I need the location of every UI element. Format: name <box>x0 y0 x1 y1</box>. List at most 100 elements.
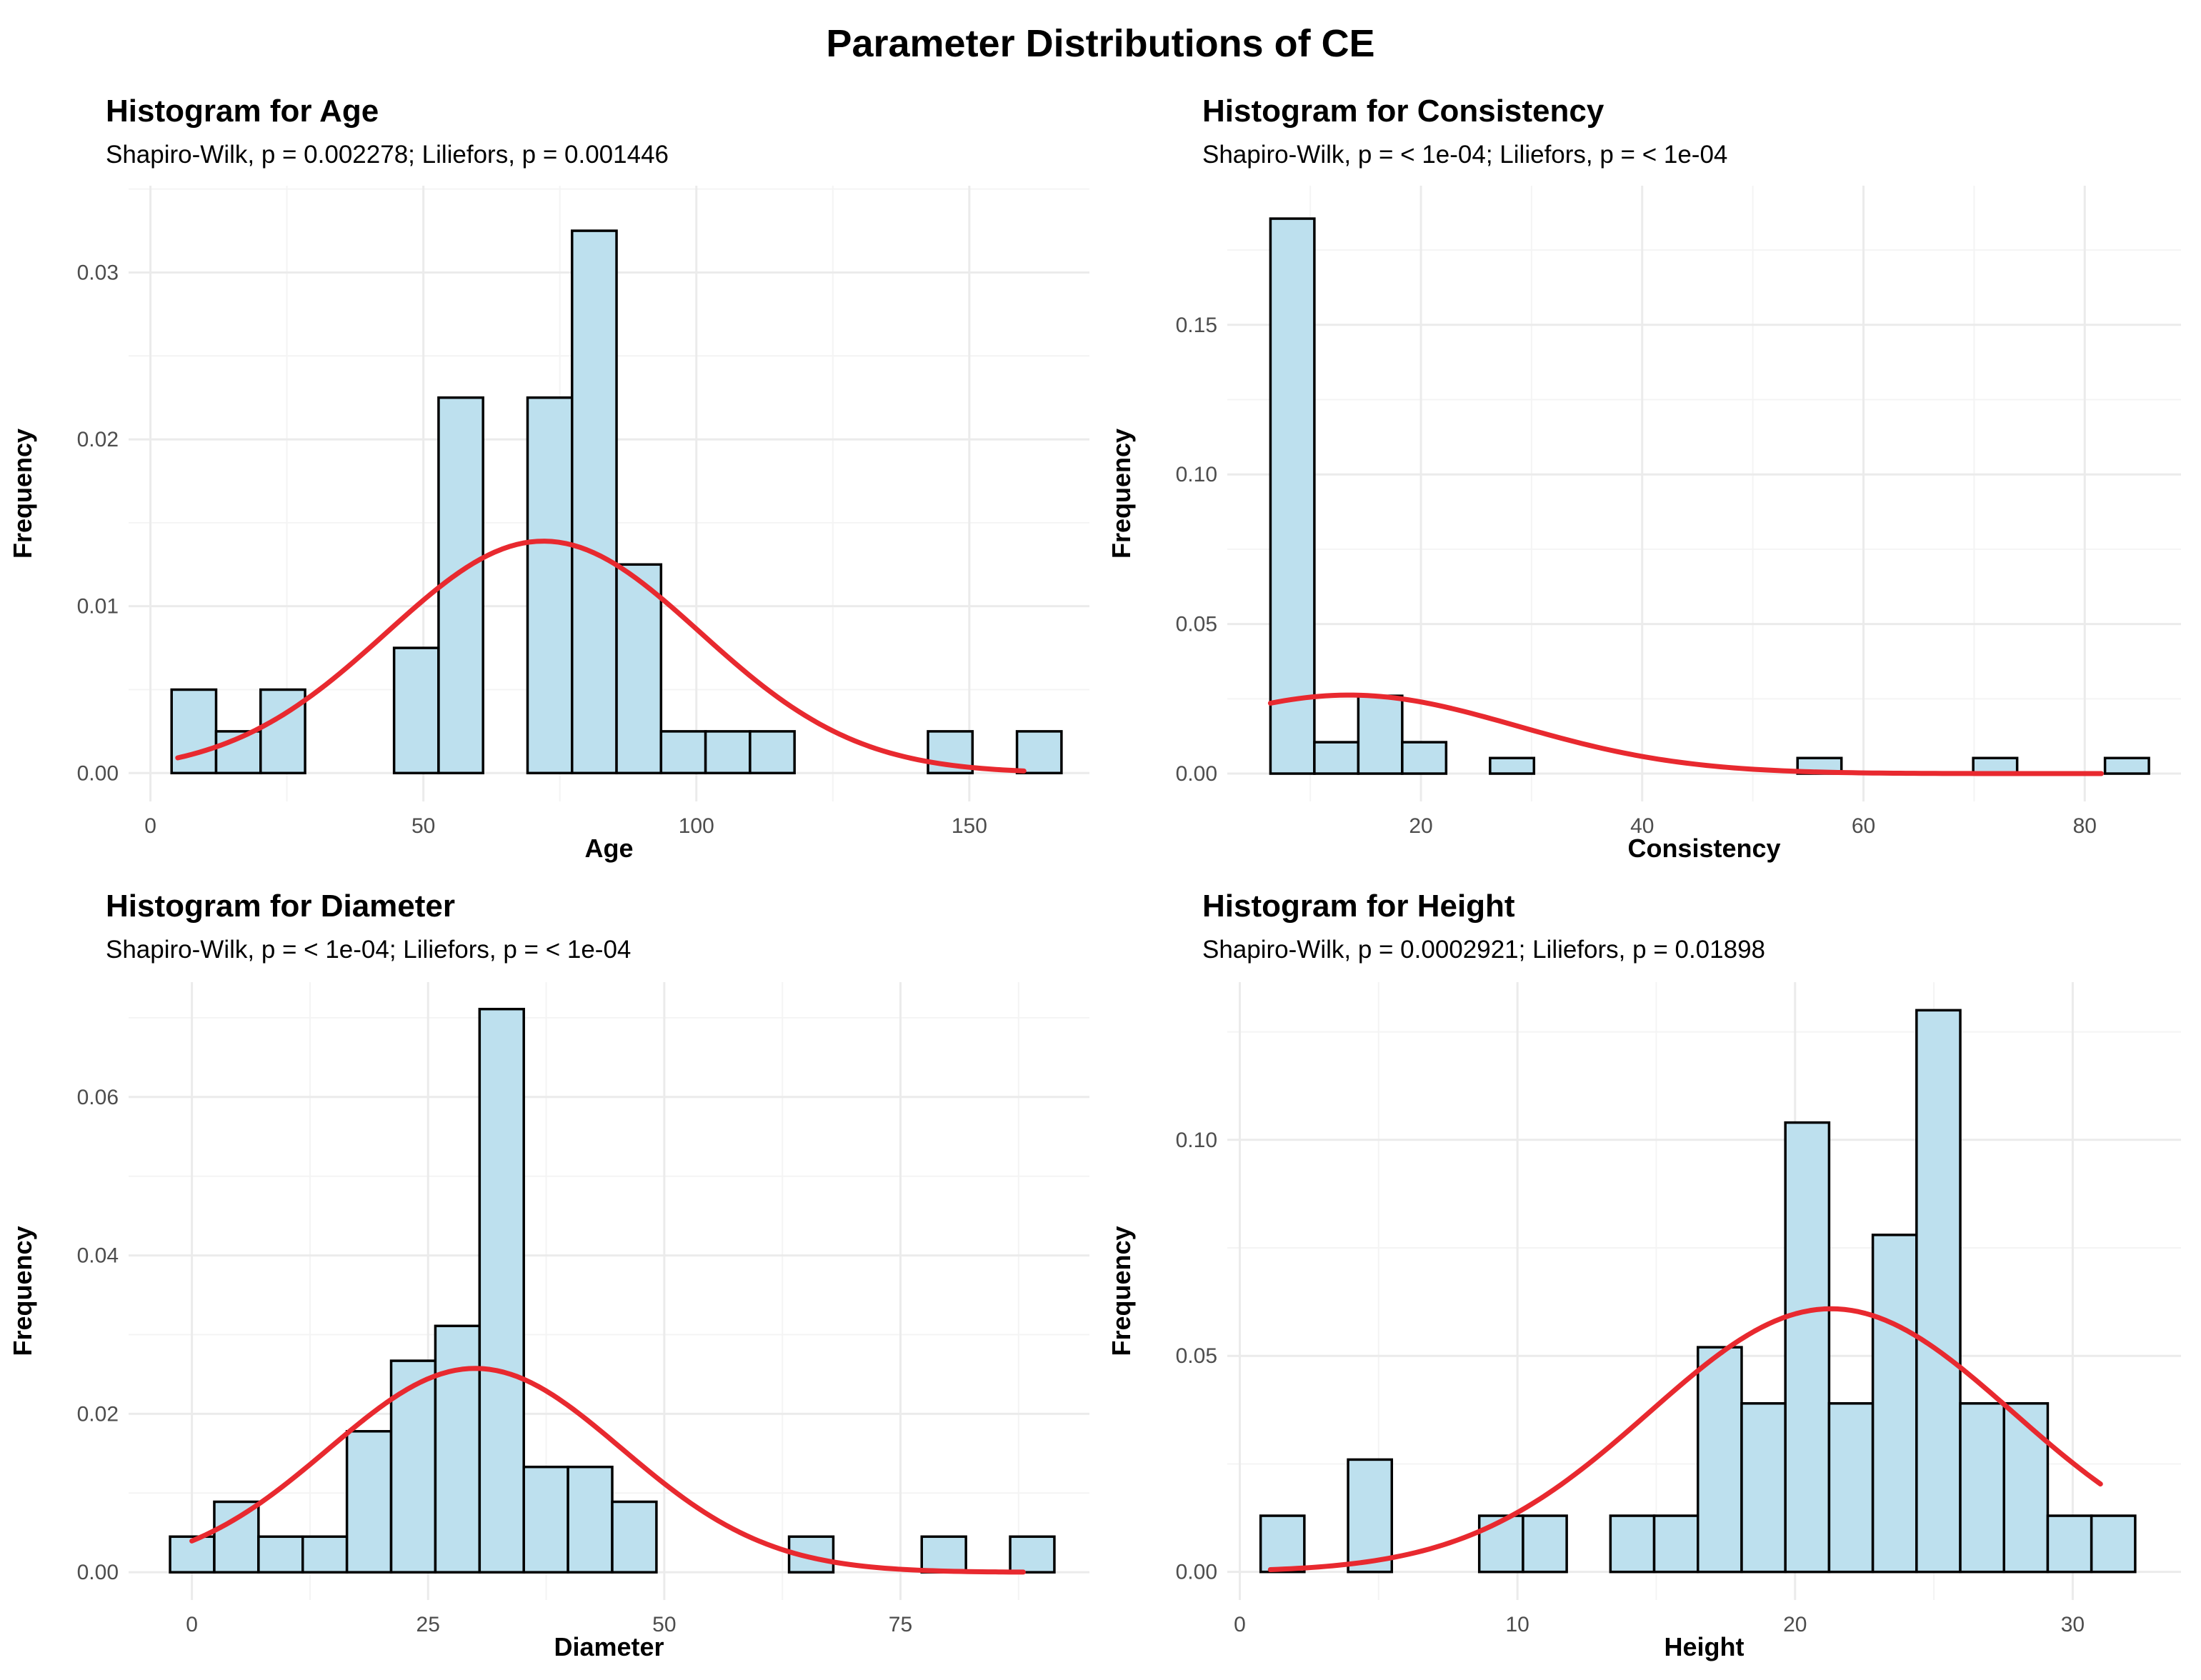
chart-4-y-axis-label: Frequency <box>1107 1226 1136 1356</box>
chart-3-bars <box>169 1007 1056 1574</box>
chart-1-x-tick-label: 100 <box>679 814 714 838</box>
chart-2-title: Histogram for Consistency <box>1202 94 1604 129</box>
chart-4-x-axis-label: Height <box>1665 1632 1745 1661</box>
chart-3-y-axis-label: Frequency <box>8 1226 37 1356</box>
chart-3-x-tick-label: 50 <box>652 1613 676 1636</box>
chart-3-bar <box>345 1430 393 1574</box>
chart-1-bar <box>704 730 752 775</box>
chart-4-bar <box>1740 1402 1787 1574</box>
chart-2-panel: Histogram for Consistency Shapiro-Wilk, p… <box>1107 94 2181 863</box>
chart-2-bar <box>1489 756 1536 775</box>
chart-1-bars <box>170 229 1063 775</box>
chart-2-bar <box>2103 756 2150 775</box>
chart-4-bar <box>1347 1458 1394 1574</box>
chart-1-y-tick-label: 0.01 <box>77 595 119 619</box>
chart-4-normal-curve <box>1267 1306 2103 1573</box>
chart-3-y-tick-label: 0.02 <box>77 1402 119 1426</box>
chart-1-y-tick-label: 0.02 <box>77 428 119 451</box>
chart-3-panel: Histogram for Diameter Shapiro-Wilk, p = … <box>8 889 1089 1661</box>
chart-4-bar <box>2046 1514 2093 1574</box>
chart-4-x-tick-label: 20 <box>1783 1613 1807 1636</box>
chart-1-panel: Histogram for Age Shapiro-Wilk, p = 0.002… <box>8 94 1089 863</box>
chart-1-bar <box>615 563 663 775</box>
chart-1-bar <box>437 396 484 775</box>
chart-3-x-tick-label: 25 <box>416 1613 440 1636</box>
chart-3-y-tick-label: 0.00 <box>77 1561 119 1584</box>
chart-4-y-tick-label: 0.05 <box>1176 1344 1217 1368</box>
chart-3-bar <box>478 1007 525 1574</box>
chart-4-x-tick-label: 0 <box>1234 1613 1246 1636</box>
chart-4-bar <box>1827 1402 1875 1574</box>
chart-1-y-tick-label: 0.00 <box>77 761 119 785</box>
chart-4-bars <box>1259 1009 2137 1574</box>
chart-2-y-tick-label: 0.00 <box>1176 762 1217 786</box>
chart-4-bar <box>1477 1514 1524 1574</box>
chart-4-bar <box>1784 1121 1831 1574</box>
chart-4-bar <box>1959 1402 2005 1574</box>
chart-2-x-tick-label: 40 <box>1630 814 1654 838</box>
chart-3-y-tick-label: 0.04 <box>77 1244 119 1268</box>
chart-1-y-tick-label: 0.03 <box>77 261 119 284</box>
chart-4-bar <box>1522 1514 1568 1574</box>
chart-3-bar <box>920 1535 967 1574</box>
chart-4-y-tick-label: 0.00 <box>1176 1561 1217 1584</box>
chart-3-title: Histogram for Diameter <box>106 889 455 924</box>
chart-4-panel: Histogram for Height Shapiro-Wilk, p = 0.… <box>1107 889 2181 1661</box>
chart-4-y-tick-label: 0.10 <box>1176 1129 1217 1152</box>
chart-1-x-tick-label: 0 <box>144 814 156 838</box>
chart-1-x-axis-label: Age <box>584 834 633 863</box>
chart-2-bar <box>1269 217 1316 775</box>
chart-4-bar <box>1609 1514 1656 1574</box>
chart-2-y-axis-label: Frequency <box>1107 429 1136 559</box>
chart-2-y-tick-label: 0.05 <box>1176 613 1217 636</box>
chart-3-bar <box>1009 1535 1056 1574</box>
chart-2-x-tick-label: 60 <box>1852 814 1875 838</box>
chart-1-bar <box>526 396 574 775</box>
chart-3-x-axis-label: Diameter <box>554 1632 664 1661</box>
chart-2-y-tick-label: 0.15 <box>1176 314 1217 337</box>
chart-1-bar <box>392 646 440 775</box>
chart-1-bar <box>170 688 218 775</box>
chart-2-x-tick-label: 20 <box>1409 814 1432 838</box>
chart-4-bar <box>1697 1346 1743 1574</box>
chart-3-bar <box>611 1500 658 1574</box>
chart-1-normal-curve <box>175 539 1027 774</box>
chart-3-bar <box>522 1465 569 1574</box>
chart-2-bar <box>1357 694 1404 775</box>
chart-1-bar <box>1015 730 1063 775</box>
chart-4-bar <box>1915 1009 1962 1574</box>
chart-4-subtitle: Shapiro-Wilk, p = 0.0002921; Liliefors, … <box>1202 936 1765 964</box>
chart-1-bar <box>571 229 618 775</box>
figure-title: Parameter Distributions of CE <box>826 22 1375 65</box>
chart-3-bar <box>567 1465 614 1574</box>
chart-1-x-tick-label: 50 <box>411 814 435 838</box>
chart-2-x-axis-label: Consistency <box>1627 834 1780 863</box>
chart-3-x-tick-label: 75 <box>889 1613 912 1636</box>
chart-2-normal-curve <box>1267 692 2104 776</box>
chart-2-bar <box>1401 741 1448 775</box>
chart-1-bar <box>749 730 796 775</box>
chart-4-x-tick-label: 30 <box>2061 1613 2085 1636</box>
chart-3-y-tick-label: 0.06 <box>77 1086 119 1109</box>
chart-1-title: Histogram for Age <box>106 94 379 129</box>
chart-3-x-tick-label: 0 <box>186 1613 198 1636</box>
chart-3-bar <box>434 1324 481 1574</box>
chart-1-bar <box>659 730 707 775</box>
chart-1-y-axis-label: Frequency <box>8 429 37 559</box>
chart-2-subtitle: Shapiro-Wilk, p = < 1e-04; Liliefors, p … <box>1202 141 1727 169</box>
chart-2-bars <box>1269 217 2150 775</box>
chart-2-bar <box>1313 741 1360 775</box>
chart-4-x-tick-label: 10 <box>1505 1613 1529 1636</box>
chart-2-y-tick-label: 0.10 <box>1176 463 1217 486</box>
chart-4-title: Histogram for Height <box>1202 889 1515 924</box>
chart-2-gridlines <box>1227 186 2181 801</box>
chart-1-subtitle: Shapiro-Wilk, p = 0.002278; Liliefors, p… <box>106 141 669 169</box>
chart-3-bar <box>257 1535 304 1574</box>
chart-3-bar <box>301 1535 349 1574</box>
chart-3-subtitle: Shapiro-Wilk, p = < 1e-04; Liliefors, p … <box>106 936 631 964</box>
chart-3-bar <box>213 1500 260 1574</box>
chart-4-bar <box>1652 1514 1700 1574</box>
chart-3-normal-curve <box>189 1366 1026 1575</box>
